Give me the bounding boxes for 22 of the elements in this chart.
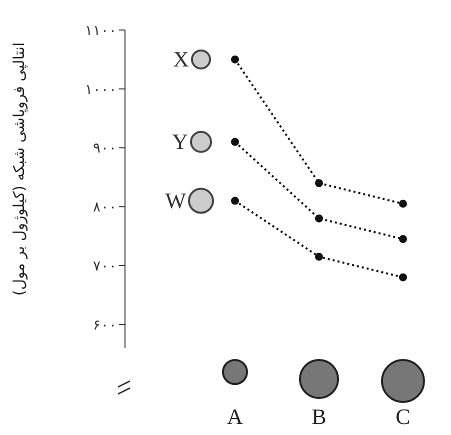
series-label: Y xyxy=(172,128,188,154)
x-tick-label: C xyxy=(396,404,410,429)
y-tick-label: ۱۱۰۰ xyxy=(85,24,117,39)
point xyxy=(315,179,323,188)
y-tick-label: ۹۰۰ xyxy=(93,142,117,157)
point xyxy=(399,273,407,282)
point xyxy=(231,55,239,64)
series-label: X xyxy=(173,46,190,72)
y-tick-label: ۷۰۰ xyxy=(93,260,117,275)
y-tick-label: ۶۰۰ xyxy=(93,318,117,334)
point xyxy=(231,196,239,205)
point xyxy=(399,200,407,208)
point xyxy=(315,214,323,222)
text: W xyxy=(165,188,186,213)
y-tick-label: ۸۰۰ xyxy=(93,200,117,216)
x-tick-label: B xyxy=(312,404,326,429)
y-axis-title: انتالپی فروپاشی شبکه (کیلوژول بر مول) xyxy=(10,42,28,296)
point xyxy=(231,138,239,146)
point xyxy=(399,235,407,244)
x-tick-label: A xyxy=(227,404,244,429)
point xyxy=(315,252,323,261)
y-tick-label: ۱۰۰۰ xyxy=(85,82,117,98)
